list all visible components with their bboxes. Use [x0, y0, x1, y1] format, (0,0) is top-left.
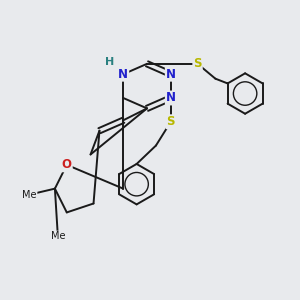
Text: N: N	[118, 68, 128, 81]
Text: S: S	[167, 115, 175, 128]
Text: Me: Me	[51, 231, 65, 241]
Text: H: H	[105, 57, 115, 67]
Text: N: N	[166, 68, 176, 81]
Text: N: N	[166, 92, 176, 104]
Text: O: O	[62, 158, 72, 171]
Text: Me: Me	[22, 190, 37, 200]
Text: S: S	[193, 57, 202, 70]
